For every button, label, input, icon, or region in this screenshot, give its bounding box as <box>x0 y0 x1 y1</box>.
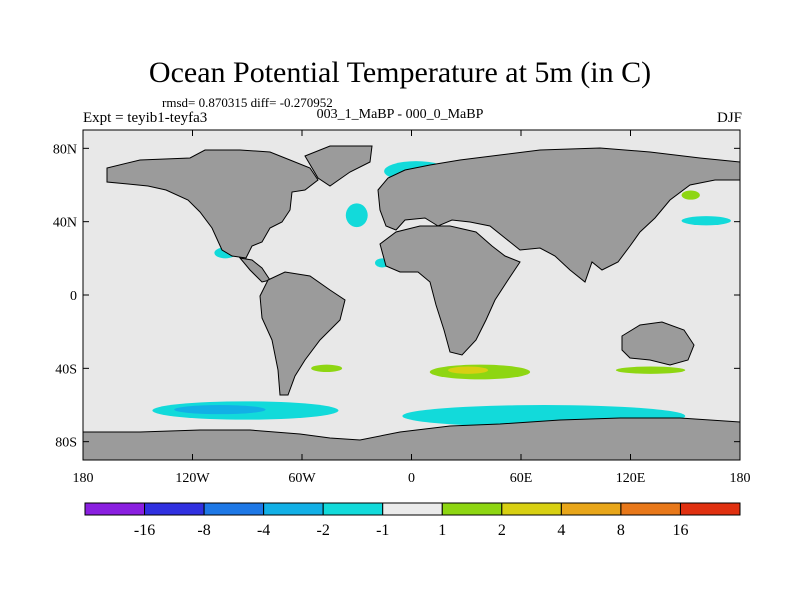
lon-tick-label: 120E <box>616 471 646 486</box>
axis-layer: 80N 40N 0 40S 80S 180 120W 60W 0 60E 120E 180 <box>53 130 751 486</box>
colorbar-box <box>322 502 384 516</box>
colorbar-box <box>620 502 681 516</box>
colorbar-box <box>382 502 443 516</box>
lon-tick-label: 0 <box>408 471 415 486</box>
lon-tick-label: 180 <box>73 471 94 486</box>
land-greenland <box>304 145 373 187</box>
colorbar-label: -16 <box>134 522 155 539</box>
colorbar-label: 8 <box>617 522 625 539</box>
colorbar-box <box>441 502 503 516</box>
colorbar-box <box>679 502 741 516</box>
land-layer <box>83 145 740 460</box>
colorbar-label: -2 <box>317 522 330 539</box>
lat-tick-label: 40N <box>53 216 77 231</box>
land-north-america <box>106 149 319 259</box>
map-title: Ocean Potential Temperature at 5m (in C) <box>148 56 652 89</box>
anomaly-nw-pacific-warm <box>681 190 700 200</box>
experiment-difference-label: 003_1_MaBP - 000_0_MaBP <box>316 107 484 122</box>
anomaly-south-of-australia-warm <box>615 366 686 374</box>
colorbar-box <box>203 502 265 516</box>
lon-tick-label: 120W <box>175 471 210 486</box>
land-australia <box>621 321 695 366</box>
colorbar-label: -8 <box>197 522 210 539</box>
lon-tick-label: 60W <box>288 471 316 486</box>
colorbar-box <box>560 502 622 516</box>
stats-line: rmsd= 0.870315 diff= -0.270952 <box>162 95 333 110</box>
season-label: DJF <box>716 110 742 126</box>
colorbar-box <box>144 502 205 516</box>
colorbar-box <box>501 502 562 516</box>
lon-tick-label: 60E <box>510 471 533 486</box>
colorbar-label: 2 <box>498 522 506 539</box>
colorbar-box <box>84 502 146 516</box>
lon-tick-label: 180 <box>730 471 751 486</box>
anomaly-south-america-east-warm <box>311 364 343 373</box>
lat-tick-label: 40S <box>55 362 77 377</box>
anomaly-north-atlantic-cool <box>345 203 368 228</box>
colorbar-label: 1 <box>438 522 446 539</box>
colorbar-label: 4 <box>557 522 565 539</box>
land-antarctica <box>83 417 740 460</box>
colorbar-label: 16 <box>672 522 688 539</box>
experiment-label: Expt = teyib1-teyfa3 <box>83 110 208 126</box>
lat-tick-label: 0 <box>70 289 77 304</box>
land-africa <box>379 225 521 356</box>
colorbar-box <box>263 502 324 516</box>
anomaly-south-pacific-cool-core <box>174 405 266 415</box>
colorbar: -16 -8 -4 -2 -1 1 2 4 8 16 <box>84 502 741 539</box>
lat-tick-label: 80S <box>55 436 77 451</box>
colorbar-label: -4 <box>257 522 270 539</box>
anomaly-south-atlantic-indian-warm-core <box>448 366 489 374</box>
anomaly-north-pacific-cool <box>681 216 731 226</box>
colorbar-label: -1 <box>376 522 389 539</box>
lat-tick-label: 80N <box>53 142 77 157</box>
land-south-america <box>259 271 346 396</box>
